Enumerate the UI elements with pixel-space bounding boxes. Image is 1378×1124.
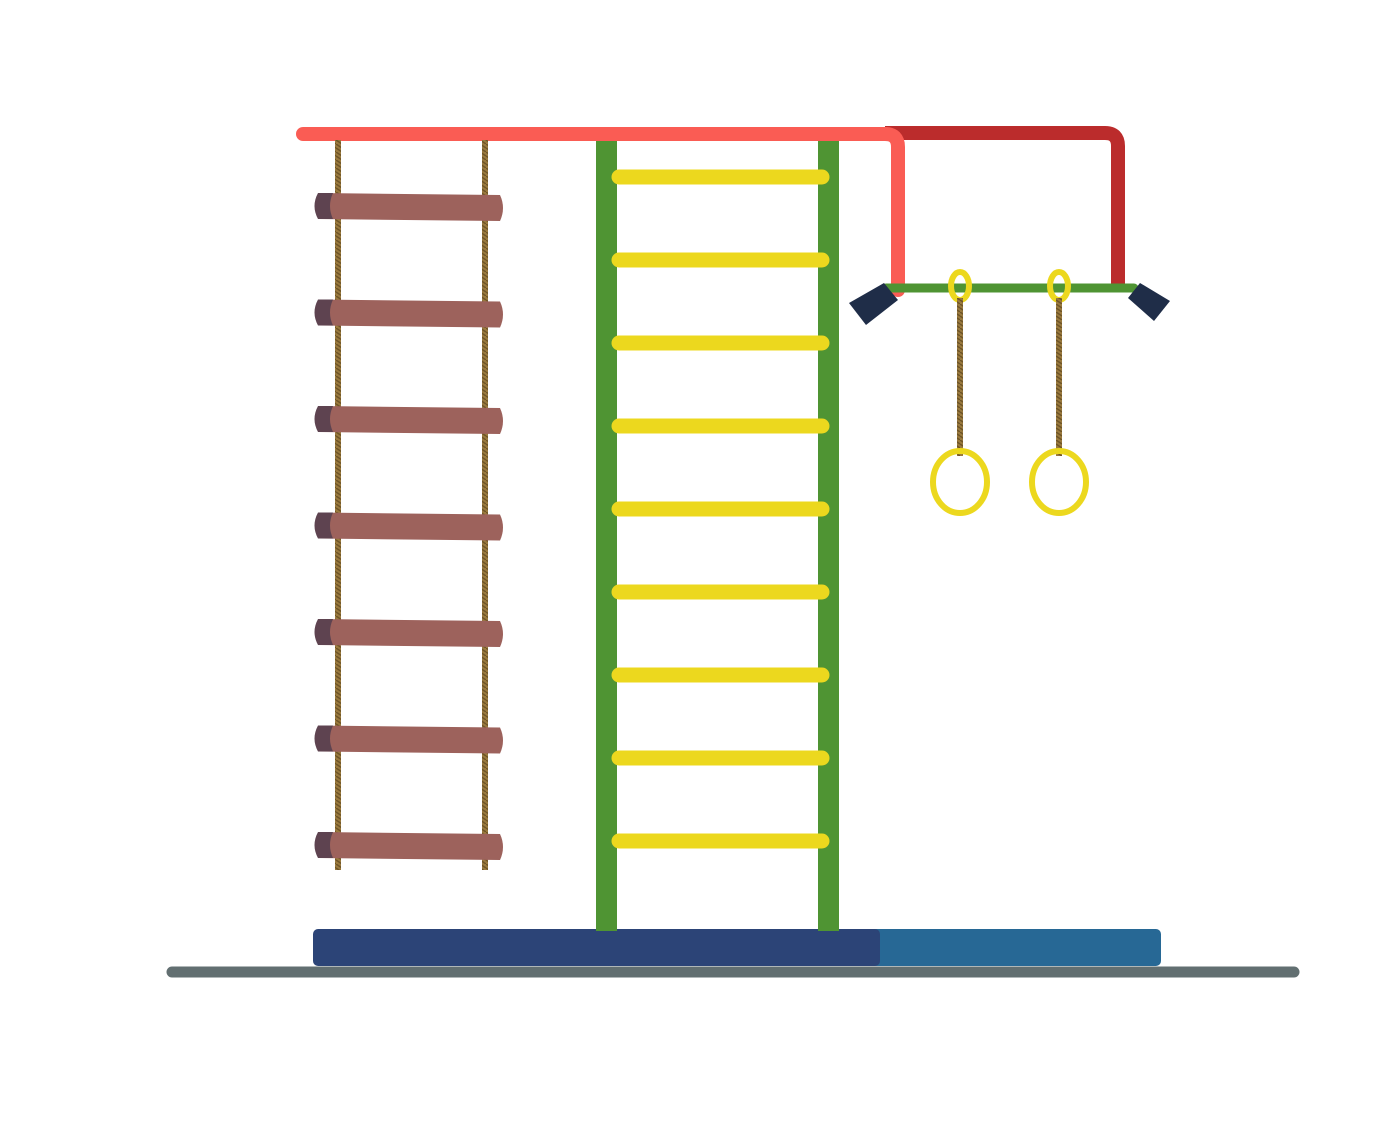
plank-body [318, 832, 503, 860]
trapeze [849, 283, 1170, 325]
ladder-plank [314, 619, 503, 647]
plank-body [318, 512, 503, 541]
plank-body [318, 406, 503, 434]
gymnastic-ring-assembly [1029, 269, 1089, 516]
ladder-rope-right [482, 140, 488, 870]
ring-rope [1056, 298, 1062, 456]
ladder-plank [314, 299, 503, 328]
gymnastic-ring-assembly [930, 269, 990, 516]
wall-bar-rail-left [596, 141, 617, 931]
plank-end [314, 832, 333, 858]
trapeze-end-cap-left [849, 283, 898, 325]
ladder-rope-left [335, 140, 341, 870]
plank-body [318, 299, 503, 328]
plank-end [314, 406, 333, 432]
gymnastic-rings [930, 269, 1089, 516]
top-bar [296, 127, 905, 297]
ladder-plank [314, 512, 503, 541]
plank-body [318, 619, 503, 647]
plank-end [314, 512, 333, 539]
wall-bars [596, 141, 839, 931]
plank-end [314, 299, 333, 326]
plank-end [314, 725, 333, 752]
ladder-plank [314, 832, 503, 860]
plank-end [314, 193, 333, 219]
gymnastic-ring [1029, 448, 1089, 516]
rope-ladder [314, 140, 503, 870]
top-bar-back [885, 126, 1125, 290]
ladder-plank [314, 725, 503, 754]
ring-rope [957, 298, 963, 456]
ladder-plank [314, 193, 503, 221]
plank-body [318, 193, 503, 221]
plank-body [318, 725, 503, 754]
trapeze-end-cap-right [1128, 283, 1170, 321]
plank-end [314, 619, 333, 645]
gymnastic-ring [930, 448, 990, 516]
floor-mat [313, 929, 1161, 966]
ladder-plank [314, 406, 503, 434]
mat-dark-section [313, 929, 880, 966]
